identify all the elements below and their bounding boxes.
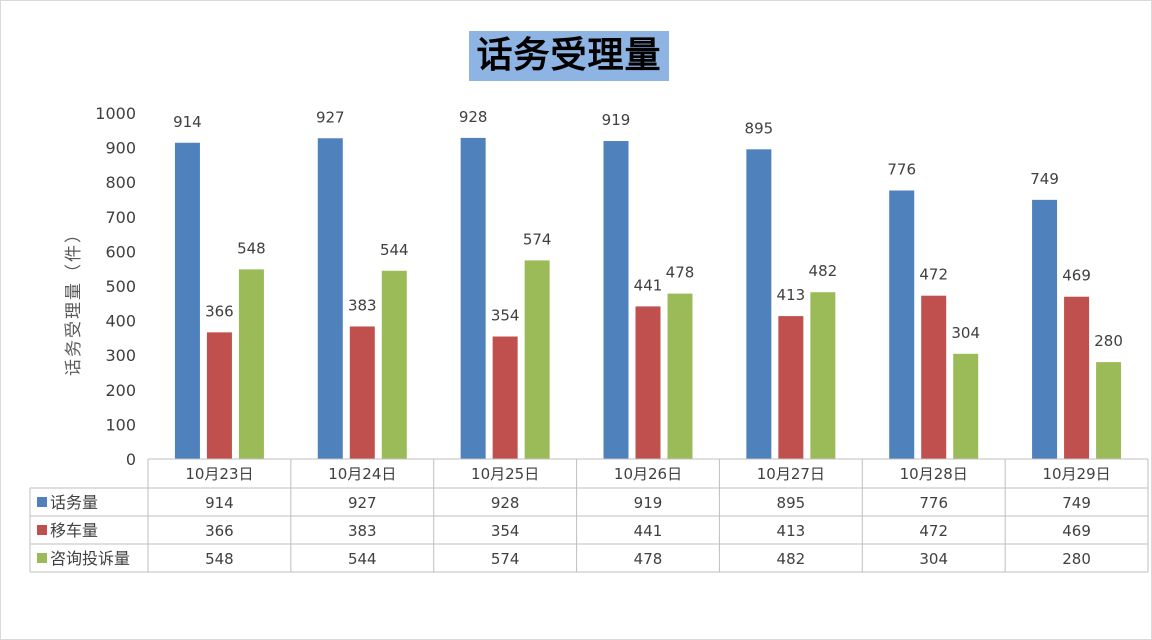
table-cell: 914 [205, 494, 234, 512]
y-tick-label: 300 [105, 346, 136, 365]
data-label: 927 [316, 108, 345, 126]
bar-2-7 [1064, 296, 1090, 459]
table-cell: 366 [205, 522, 234, 540]
bar-1-6 [889, 190, 915, 459]
table-cell: 895 [777, 494, 806, 512]
data-label: 482 [809, 262, 838, 280]
data-label: 928 [459, 108, 488, 126]
y-tick-label: 1000 [95, 104, 136, 123]
data-label: 280 [1094, 332, 1123, 350]
data-label: 366 [205, 302, 234, 320]
table-cell: 472 [919, 522, 948, 540]
data-label: 548 [237, 239, 266, 257]
data-label: 574 [523, 230, 552, 248]
series-name: 话务量 [50, 493, 98, 512]
category-label: 10月27日 [757, 465, 825, 483]
table-cell: 354 [491, 522, 520, 540]
bar-1-3 [460, 137, 486, 460]
data-label: 472 [919, 266, 948, 284]
y-tick-label: 100 [105, 415, 136, 434]
table-cell: 280 [1062, 550, 1091, 568]
data-label: 919 [602, 111, 631, 129]
legend-key [37, 553, 47, 563]
data-label: 469 [1062, 267, 1091, 285]
y-tick-label: 700 [105, 208, 136, 227]
bar-2-2 [349, 326, 375, 459]
category-label: 10月28日 [900, 465, 968, 483]
category-label: 10月23日 [185, 465, 253, 483]
data-label: 544 [380, 241, 409, 259]
category-label: 10月29日 [1042, 465, 1110, 483]
table-cell: 928 [491, 494, 520, 512]
bar-3-6 [953, 353, 979, 459]
legend-key [37, 497, 47, 507]
data-label: 895 [745, 119, 774, 137]
table-cell: 749 [1062, 494, 1091, 512]
table-cell: 482 [777, 550, 806, 568]
bar-1-5 [746, 149, 772, 459]
bar-2-1 [206, 332, 232, 459]
y-tick-label: 900 [105, 139, 136, 158]
bar-3-5 [810, 292, 836, 459]
table-cell: 304 [919, 550, 948, 568]
category-label: 10月24日 [328, 465, 396, 483]
bar-1-2 [317, 138, 343, 459]
table-cell: 544 [348, 550, 377, 568]
table-cell: 927 [348, 494, 377, 512]
data-label: 413 [777, 286, 806, 304]
y-tick-label: 600 [105, 242, 136, 261]
y-tick-label: 400 [105, 312, 136, 331]
table-cell: 383 [348, 522, 377, 540]
y-tick-label: 0 [126, 450, 136, 469]
bar-1-4 [603, 141, 629, 459]
data-label: 478 [666, 264, 695, 282]
table-cell: 478 [634, 550, 663, 568]
data-label: 776 [887, 161, 916, 179]
legend-key [37, 525, 47, 535]
bar-3-2 [381, 270, 407, 459]
table-cell: 469 [1062, 522, 1091, 540]
bar-1-1 [174, 142, 200, 460]
bar-2-4 [635, 306, 661, 459]
table-cell: 441 [634, 522, 663, 540]
category-label: 10月25日 [471, 465, 539, 483]
bar-3-3 [524, 260, 550, 459]
bar-2-3 [492, 336, 518, 459]
bar-3-7 [1096, 362, 1122, 459]
y-tick-label: 800 [105, 173, 136, 192]
data-label: 749 [1030, 170, 1059, 188]
y-tick-label: 500 [105, 277, 136, 296]
series-name: 咨询投诉量 [50, 549, 130, 568]
y-tick-label: 200 [105, 381, 136, 400]
table-cell: 574 [491, 550, 520, 568]
table-cell: 919 [634, 494, 663, 512]
data-label: 354 [491, 307, 520, 325]
bar-2-6 [921, 295, 947, 459]
series-name: 移车量 [50, 521, 98, 540]
bar-2-5 [778, 316, 804, 459]
data-label: 914 [173, 113, 202, 131]
table-cell: 413 [777, 522, 806, 540]
bar-3-1 [238, 269, 264, 459]
bar-3-4 [667, 293, 693, 459]
category-label: 10月26日 [614, 465, 682, 483]
table-cell: 548 [205, 550, 234, 568]
data-label: 383 [348, 296, 377, 314]
data-label: 304 [951, 324, 980, 342]
data-label: 441 [634, 276, 663, 294]
chart-title: 话务受理量 [469, 31, 669, 81]
bar-1-7 [1032, 199, 1058, 459]
table-cell: 776 [919, 494, 948, 512]
